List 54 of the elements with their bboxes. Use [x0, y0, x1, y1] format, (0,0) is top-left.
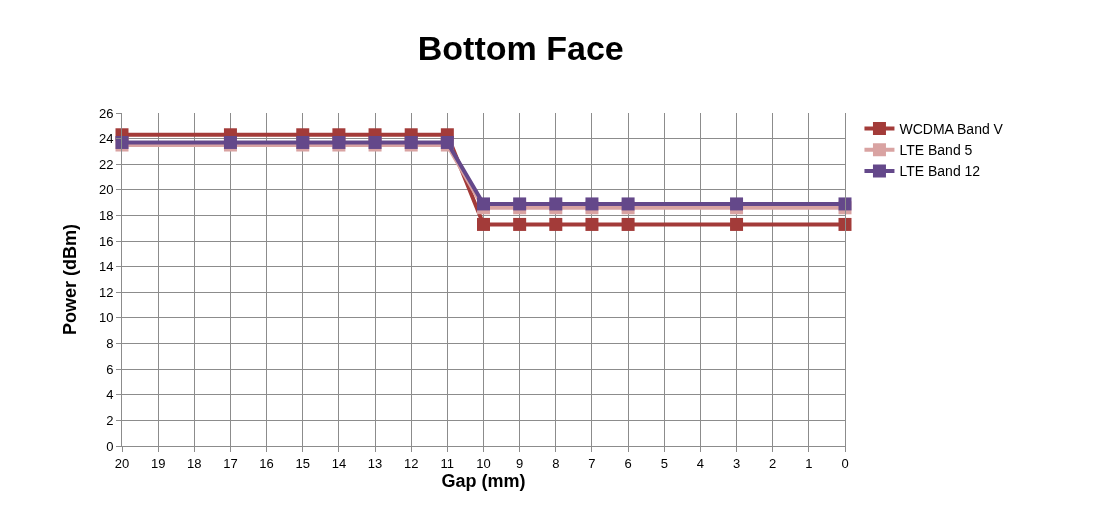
point — [621, 217, 635, 231]
point — [585, 217, 599, 231]
x-tick-label: 19 — [150, 455, 166, 471]
x-tick-label: 14 — [331, 455, 347, 471]
point — [585, 197, 599, 211]
point — [838, 197, 852, 211]
y-tick-label: 8 — [106, 336, 114, 352]
legend-label: LTE Band 5 — [899, 142, 973, 159]
y-tick-label: 16 — [98, 233, 114, 249]
y-tick-label: 24 — [98, 131, 114, 147]
y-tick-label: 6 — [106, 361, 114, 377]
point — [730, 217, 744, 231]
y-tick-label: 22 — [98, 156, 114, 172]
point — [838, 217, 852, 231]
x-tick-label: 11 — [440, 455, 455, 471]
point — [549, 217, 563, 231]
point — [621, 197, 635, 211]
y-tick-label: 18 — [98, 208, 114, 224]
legend-label: LTE Band 12 — [899, 163, 981, 180]
x-tick-label: 18 — [187, 455, 202, 471]
x-tick-label: 6 — [624, 455, 632, 471]
point — [730, 197, 744, 211]
x-tick-label: 0 — [841, 455, 849, 471]
y-tick-label: 2 — [106, 412, 114, 428]
x-tick-label: 16 — [259, 455, 274, 471]
y-tick-label: 12 — [98, 284, 114, 300]
x-tick-label: 13 — [367, 455, 383, 471]
x-tick-label: 5 — [660, 455, 668, 471]
x-tick-label: 10 — [476, 455, 491, 471]
point — [477, 217, 490, 231]
x-axis-title: Gap (mm) — [441, 470, 526, 491]
y-tick-label: 10 — [98, 310, 114, 326]
x-tick-label: 17 — [223, 455, 238, 471]
x-tick-label: 2 — [769, 455, 777, 471]
point — [513, 197, 527, 211]
y-tick-label: 14 — [98, 259, 114, 275]
x-tick-label: 15 — [295, 455, 310, 471]
point — [513, 217, 527, 231]
point — [477, 197, 490, 211]
x-tick-label: 9 — [516, 455, 524, 471]
y-axis-title: Power (dBm) — [60, 223, 80, 336]
y-tick-label: 26 — [98, 105, 114, 121]
x-tick-label: 1 — [805, 455, 813, 471]
x-tick-label: 8 — [552, 455, 560, 471]
x-tick-label: 12 — [403, 455, 419, 471]
y-tick-label: 4 — [106, 387, 114, 403]
x-tick-label: 7 — [588, 455, 596, 471]
legend-label: WCDMA Band V — [899, 121, 1004, 138]
x-tick-label: 4 — [696, 455, 705, 471]
y-tick-label: 20 — [98, 182, 114, 198]
x-tick-label: 3 — [732, 455, 741, 471]
y-tick-label: 0 — [106, 438, 114, 454]
chart-title: Bottom Face — [417, 28, 624, 67]
point — [549, 197, 563, 211]
